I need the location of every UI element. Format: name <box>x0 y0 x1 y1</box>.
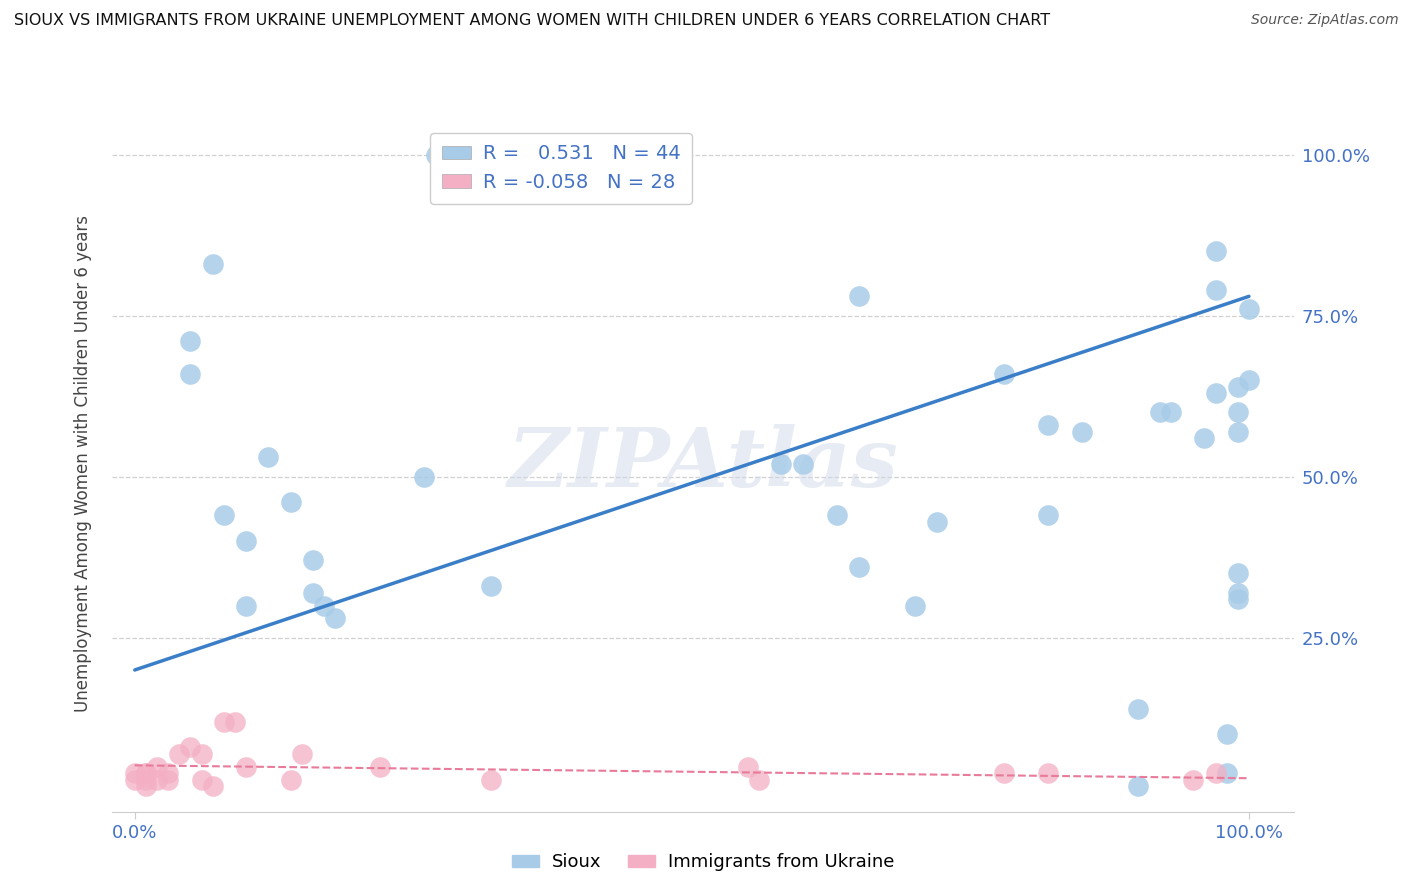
Point <box>925 515 948 529</box>
Point <box>1237 302 1260 317</box>
Point <box>190 747 212 761</box>
Point <box>201 257 224 271</box>
Point <box>235 599 257 613</box>
Point <box>1194 431 1216 445</box>
Text: Source: ZipAtlas.com: Source: ZipAtlas.com <box>1251 13 1399 28</box>
Point <box>1149 405 1171 419</box>
Point <box>1182 772 1205 787</box>
Point <box>1215 766 1237 780</box>
Point <box>179 334 201 349</box>
Point <box>280 772 302 787</box>
Point <box>146 772 169 787</box>
Point <box>224 714 246 729</box>
Point <box>1226 425 1249 439</box>
Point <box>1070 425 1092 439</box>
Point <box>179 367 201 381</box>
Point <box>124 772 146 787</box>
Point <box>302 585 325 599</box>
Point <box>792 457 814 471</box>
Legend: R =   0.531   N = 44, R = -0.058   N = 28: R = 0.531 N = 44, R = -0.058 N = 28 <box>430 133 692 203</box>
Point <box>257 450 280 465</box>
Point <box>235 534 257 549</box>
Point <box>212 508 235 523</box>
Point <box>212 714 235 729</box>
Point <box>302 553 325 567</box>
Point <box>1126 701 1149 715</box>
Point <box>993 766 1015 780</box>
Point <box>1215 727 1237 741</box>
Point <box>1226 379 1249 393</box>
Point <box>169 747 191 761</box>
Point <box>1226 585 1249 599</box>
Point <box>993 367 1015 381</box>
Point <box>904 599 927 613</box>
Point <box>190 772 212 787</box>
Point <box>1205 386 1227 401</box>
Legend: Sioux, Immigrants from Ukraine: Sioux, Immigrants from Ukraine <box>505 847 901 879</box>
Point <box>748 772 770 787</box>
Point <box>280 495 302 509</box>
Point <box>124 766 146 780</box>
Point <box>769 457 792 471</box>
Point <box>235 759 257 773</box>
Point <box>201 779 224 793</box>
Point <box>368 759 391 773</box>
Point <box>135 779 157 793</box>
Point <box>1205 244 1227 259</box>
Point <box>323 611 346 625</box>
Point <box>848 560 870 574</box>
Point <box>479 772 502 787</box>
Point <box>425 147 447 161</box>
Point <box>848 289 870 303</box>
Point <box>314 599 336 613</box>
Point <box>1038 766 1060 780</box>
Point <box>1205 283 1227 297</box>
Y-axis label: Unemployment Among Women with Children Under 6 years: Unemployment Among Women with Children U… <box>73 215 91 713</box>
Point <box>291 747 314 761</box>
Point <box>135 772 157 787</box>
Point <box>135 766 157 780</box>
Point <box>1226 592 1249 607</box>
Point <box>1126 779 1149 793</box>
Point <box>737 759 759 773</box>
Point <box>1160 405 1182 419</box>
Point <box>413 469 436 483</box>
Point <box>1038 418 1060 433</box>
Point <box>825 508 848 523</box>
Point <box>1038 508 1060 523</box>
Point <box>146 759 169 773</box>
Text: SIOUX VS IMMIGRANTS FROM UKRAINE UNEMPLOYMENT AMONG WOMEN WITH CHILDREN UNDER 6 : SIOUX VS IMMIGRANTS FROM UKRAINE UNEMPLO… <box>14 13 1050 29</box>
Point <box>1226 405 1249 419</box>
Point <box>179 740 201 755</box>
Point <box>1226 566 1249 581</box>
Point <box>157 766 180 780</box>
Text: ZIPAtlas: ZIPAtlas <box>508 424 898 504</box>
Point <box>157 772 180 787</box>
Point <box>1205 766 1227 780</box>
Point <box>135 766 157 780</box>
Point <box>479 579 502 593</box>
Point <box>1237 373 1260 387</box>
